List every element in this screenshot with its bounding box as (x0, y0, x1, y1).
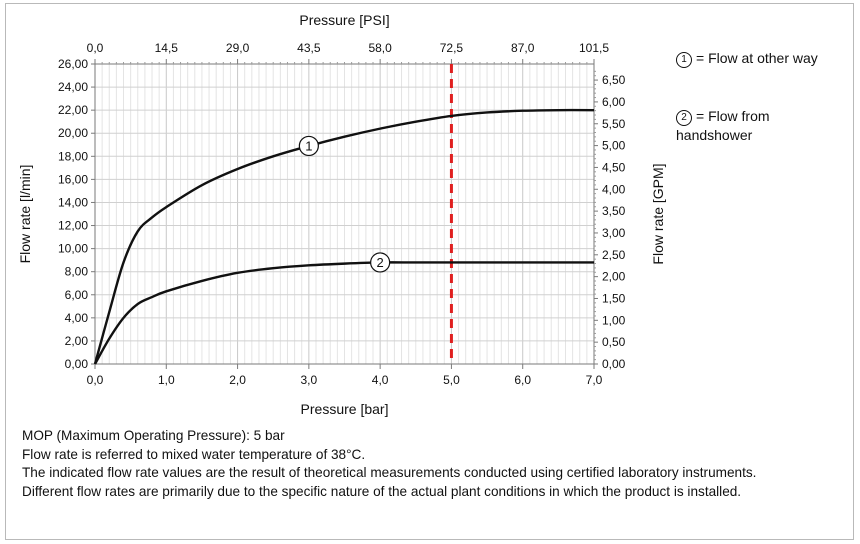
y-right-tick-label: 4,00 (602, 182, 626, 196)
y-right-tick-label: 1,00 (602, 313, 626, 327)
x-top-tick-label: 14,5 (155, 41, 179, 55)
x-tick-label: 3,0 (301, 373, 318, 387)
y-tick-label: 12,00 (58, 219, 88, 233)
y-tick-label: 26,00 (58, 57, 88, 71)
y-right-tick-label: 6,00 (602, 95, 626, 109)
y-tick-label: 6,00 (65, 288, 89, 302)
y-tick-label: 24,00 (58, 80, 88, 94)
legend-marker-2: 2 (676, 110, 692, 126)
y-right-tick-label: 0,00 (602, 357, 626, 371)
y-right-tick-label: 3,50 (602, 204, 626, 218)
y-tick-label: 16,00 (58, 172, 88, 186)
series-line-1 (93, 108, 595, 365)
x-top-tick-label: 87,0 (511, 41, 535, 55)
x-tick-label: 0,0 (87, 373, 104, 387)
y-tick-label: 8,00 (65, 265, 89, 279)
y-tick-label: 14,00 (58, 195, 88, 209)
series-line-2 (93, 261, 594, 365)
y-right-tick-label: 0,50 (602, 335, 626, 349)
y-right-tick-label: 5,50 (602, 117, 626, 131)
y-right-tick-label: 6,50 (602, 73, 626, 87)
y-tick-label: 10,00 (58, 242, 88, 256)
x-top-tick-label: 43,5 (297, 41, 321, 55)
series-label-1: 1 (305, 138, 312, 153)
y-right-tick-label: 5,00 (602, 139, 626, 153)
x-top-tick-label: 29,0 (226, 41, 250, 55)
y-right-tick-label: 2,50 (602, 248, 626, 262)
y-tick-label: 2,00 (65, 334, 89, 348)
y-tick-label: 4,00 (65, 311, 89, 325)
x-tick-label: 5,0 (443, 373, 460, 387)
y-tick-label: 18,00 (58, 149, 88, 163)
legend-text-1: = Flow at other way (696, 50, 818, 66)
series-label-circle-2 (370, 252, 391, 273)
x-top-tick-label: 0,0 (87, 41, 104, 55)
y-right-tick-label: 1,50 (602, 291, 626, 305)
notes-block: MOP (Maximum Operating Pressure): 5 bar … (22, 427, 842, 501)
x-tick-label: 6,0 (514, 373, 531, 387)
x-tick-label: 4,0 (372, 373, 389, 387)
y-right-tick-label: 2,00 (602, 270, 626, 284)
x-tick-label: 1,0 (158, 373, 175, 387)
y-axis-title: Flow rate [l/min] (17, 165, 33, 264)
y-right-axis-title: Flow rate [GPM] (650, 163, 666, 264)
y-tick-label: 20,00 (58, 126, 88, 140)
y-tick-label: 22,00 (58, 103, 88, 117)
y-right-tick-label: 3,00 (602, 226, 626, 240)
x-tick-label: 7,0 (586, 373, 603, 387)
series-label-2: 2 (377, 255, 384, 270)
figure-frame (5, 3, 854, 540)
x-top-tick-label: 72,5 (440, 41, 464, 55)
y-right-tick-label: 4,50 (602, 160, 626, 174)
note-measurements: The indicated flow rate values are the r… (22, 465, 757, 481)
legend-marker-1: 1 (676, 52, 692, 68)
y-tick-label: 0,00 (65, 357, 89, 371)
x-axis-title: Pressure [bar] (301, 401, 389, 417)
x-tick-label: 2,0 (229, 373, 246, 387)
x-top-tick-label: 58,0 (368, 41, 392, 55)
flow-rate-chart: 0,0 1,0 2,0 3,0 4,0 5,0 6,0 7,0 0,0 14,5 29,0 43,5 5… (17, 12, 666, 417)
note-plant-conditions: Different flow rates are primarily due t… (22, 483, 742, 499)
note-mop: MOP (Maximum Operating Pressure): 5 bar (22, 428, 285, 443)
x-top-axis-title: Pressure [PSI] (299, 12, 389, 28)
legend-item-2: 2 = Flow from handshower (676, 107, 836, 145)
legend-item-1: 1 = Flow at other way (676, 49, 836, 68)
note-temperature: Flow rate is referred to mixed water tem… (22, 446, 366, 462)
x-top-tick-label: 101,5 (579, 41, 609, 55)
series-label-circle-1 (298, 135, 319, 157)
legend-text-2: = Flow from handshower (676, 108, 770, 143)
